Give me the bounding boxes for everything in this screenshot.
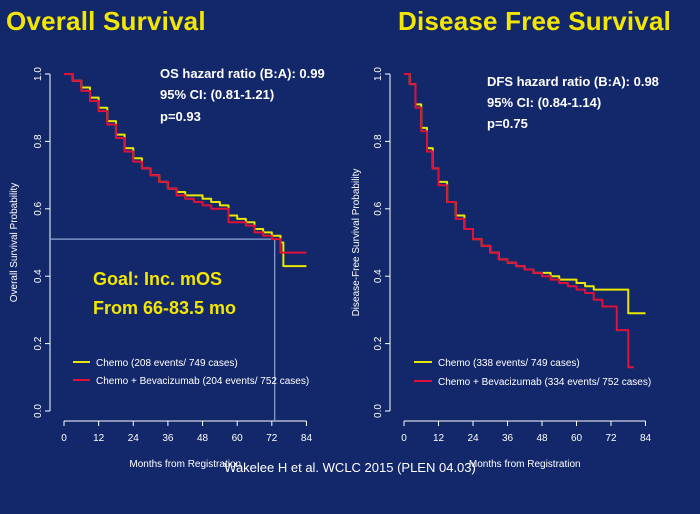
dfs-y-tick-label: 0.4 xyxy=(373,269,384,283)
dfs-bev-curve xyxy=(404,73,634,369)
os-y-tick-label: 1.0 xyxy=(33,67,44,81)
os-x-tick-label: 12 xyxy=(93,433,105,444)
os-y-tick-label: 0.6 xyxy=(33,201,44,215)
dfs-y-tick-label: 0.2 xyxy=(373,336,384,350)
dfs-stats-line: 95% CI: (0.84-1.14) xyxy=(487,95,601,110)
os-chemo-curve xyxy=(64,73,307,268)
dfs-x-tick-label: 12 xyxy=(433,433,445,444)
goal-annotation: Goal: Inc. mOS xyxy=(93,269,222,289)
goal-annotation: From 66-83.5 mo xyxy=(93,298,236,318)
dfs-y-axis-label: Disease-Free Survival Probability xyxy=(351,169,362,317)
os-y-axis-label: Overall Survival Probability xyxy=(9,183,20,303)
os-x-tick-label: 60 xyxy=(232,433,244,444)
os-x-axis-label: Months from Registration xyxy=(129,459,241,470)
os-x-tick-label: 72 xyxy=(266,433,278,444)
dfs-x-tick-label: 24 xyxy=(467,433,479,444)
dfs-y-tick-label: 1.0 xyxy=(373,67,384,81)
dfs-x-tick-label: 0 xyxy=(401,433,407,444)
dfs-y-tick-label: 0.8 xyxy=(373,134,384,148)
os-legend-label: Chemo + Bevacizumab (204 events/ 752 cas… xyxy=(96,376,309,387)
os-stats-line: 95% CI: (0.81-1.21) xyxy=(160,87,274,102)
dfs-plot: 0 12 24 36 48 60 72 84 0.0 0.2 0.4 0.6 0.8 1.0 Months … xyxy=(351,67,659,470)
disease-free-survival-title: Disease Free Survival xyxy=(398,6,672,36)
os-y-tick-label: 0.0 xyxy=(33,404,44,418)
dfs-legend-label: Chemo + Bevacizumab (334 events/ 752 cas… xyxy=(438,377,651,388)
dfs-x-tick-label: 84 xyxy=(640,433,652,444)
os-stats-line: p=0.93 xyxy=(160,109,201,124)
os-x-tick-label: 24 xyxy=(128,433,140,444)
os-x-tick-label: 84 xyxy=(301,433,313,444)
dfs-x-tick-label: 36 xyxy=(502,433,514,444)
dfs-y-tick-label: 0.6 xyxy=(373,201,384,215)
citation: Wakelee H et al. WCLC 2015 (PLEN 04.03) xyxy=(224,460,476,475)
dfs-x-tick-label: 72 xyxy=(605,433,617,444)
os-y-tick-label: 0.4 xyxy=(33,269,44,283)
os-y-tick-label: 0.2 xyxy=(33,336,44,350)
os-stats-line: OS hazard ratio (B:A): 0.99 xyxy=(160,66,325,81)
os-plot: 0 12 24 36 48 60 72 84 0.0 0.2 0.4 0.6 0.8 1.0 Months … xyxy=(9,66,325,470)
dfs-x-tick-label: 48 xyxy=(536,433,548,444)
dfs-x-axis-label: Months from Registration xyxy=(469,459,581,470)
dfs-stats-line: p=0.75 xyxy=(487,116,528,131)
dfs-stats-line: DFS hazard ratio (B:A): 0.98 xyxy=(487,74,659,89)
dfs-legend-label: Chemo (338 events/ 749 cases) xyxy=(438,358,580,369)
os-x-tick-label: 36 xyxy=(162,433,174,444)
os-legend-label: Chemo (208 events/ 749 cases) xyxy=(96,358,238,369)
os-x-tick-label: 0 xyxy=(61,433,67,444)
dfs-x-tick-label: 60 xyxy=(571,433,583,444)
os-bev-curve xyxy=(64,73,307,254)
overall-survival-title: Overall Survival xyxy=(6,6,206,36)
os-y-tick-label: 0.8 xyxy=(33,134,44,148)
dfs-y-tick-label: 0.0 xyxy=(373,404,384,418)
os-x-tick-label: 48 xyxy=(197,433,209,444)
goal-reference-line xyxy=(50,238,276,421)
